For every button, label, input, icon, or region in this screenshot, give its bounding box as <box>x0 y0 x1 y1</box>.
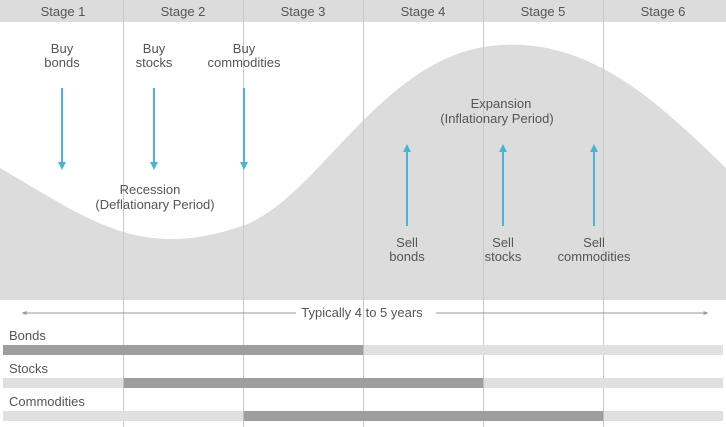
sell-label-line2: bonds <box>389 249 425 264</box>
stage-label: Stage 4 <box>401 4 446 19</box>
stage-label: Stage 3 <box>281 4 326 19</box>
asset-row-commodities: Commodities <box>3 394 723 421</box>
asset-label: Bonds <box>9 328 46 343</box>
buy-label-line1: Buy <box>143 41 166 56</box>
stage-label: Stage 2 <box>161 4 206 19</box>
buy-label-line1: Buy <box>51 41 74 56</box>
duration-label: Typically 4 to 5 years <box>301 305 423 320</box>
asset-rows: Bonds Stocks Commodities <box>3 328 723 421</box>
stage-label: Stage 6 <box>641 4 686 19</box>
stage-dividers <box>123 0 604 427</box>
asset-hold-period-bar <box>3 345 364 355</box>
asset-row-stocks: Stocks <box>3 361 723 388</box>
asset-label: Stocks <box>9 361 49 376</box>
sell-label-line1: Sell <box>583 235 605 250</box>
expansion-label: Expansion <box>471 96 532 111</box>
buy-label-line2: commodities <box>208 55 281 70</box>
asset-hold-period-bar <box>243 411 604 421</box>
sell-label-line1: Sell <box>492 235 514 250</box>
recession-sublabel: (Deflationary Period) <box>95 197 214 212</box>
asset-hold-period-bar <box>123 378 484 388</box>
stage-label: Stage 5 <box>521 4 566 19</box>
recession-label: Recession <box>120 182 181 197</box>
buy-label-line2: bonds <box>44 55 80 70</box>
buy-label-line1: Buy <box>233 41 256 56</box>
sell-label-line2: stocks <box>485 249 522 264</box>
stage-labels: Stage 1 Stage 2 Stage 3 Stage 4 Stage 5 Stage… <box>41 4 686 19</box>
expansion-sublabel: (Inflationary Period) <box>440 111 553 126</box>
sell-label-line1: Sell <box>396 235 418 250</box>
stage-label: Stage 1 <box>41 4 86 19</box>
sell-label-line2: commodities <box>558 249 631 264</box>
asset-row-bonds: Bonds <box>3 328 723 355</box>
asset-label: Commodities <box>9 394 85 409</box>
buy-label-line2: stocks <box>136 55 173 70</box>
